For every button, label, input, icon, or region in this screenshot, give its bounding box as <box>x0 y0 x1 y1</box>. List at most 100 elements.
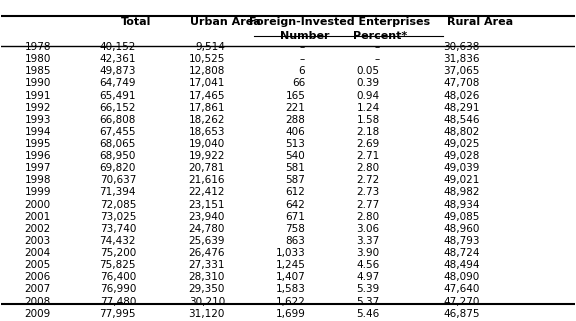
Text: 67,455: 67,455 <box>100 127 136 137</box>
Text: 1999: 1999 <box>24 187 51 197</box>
Text: Number: Number <box>281 30 330 40</box>
Text: Foreign-Invested Enterprises: Foreign-Invested Enterprises <box>249 17 430 27</box>
Text: 1,622: 1,622 <box>275 297 305 307</box>
Text: 6: 6 <box>298 66 305 76</box>
Text: 1991: 1991 <box>24 91 51 100</box>
Text: 76,400: 76,400 <box>100 272 136 282</box>
Text: Rural Area: Rural Area <box>447 17 513 27</box>
Text: 18,653: 18,653 <box>188 127 225 137</box>
Text: 2.73: 2.73 <box>357 187 380 197</box>
Text: 66: 66 <box>292 78 305 88</box>
Text: 73,740: 73,740 <box>100 224 136 234</box>
Text: 2009: 2009 <box>24 308 51 319</box>
Text: 1994: 1994 <box>24 127 51 137</box>
Text: 3.37: 3.37 <box>357 236 380 246</box>
Text: 1998: 1998 <box>24 175 51 185</box>
Text: Urban Area: Urban Area <box>190 17 260 27</box>
Text: 4.97: 4.97 <box>357 272 380 282</box>
Text: 3.90: 3.90 <box>357 248 380 258</box>
Text: 17,041: 17,041 <box>188 78 225 88</box>
Text: 671: 671 <box>285 212 305 222</box>
Text: 1,583: 1,583 <box>275 284 305 294</box>
Text: 31,836: 31,836 <box>444 54 480 64</box>
Text: 2000: 2000 <box>24 200 51 210</box>
Text: 406: 406 <box>286 127 305 137</box>
Text: 49,025: 49,025 <box>444 139 480 149</box>
Text: 642: 642 <box>285 200 305 210</box>
Text: 1985: 1985 <box>24 66 51 76</box>
Text: 0.39: 0.39 <box>357 78 380 88</box>
Text: 74,432: 74,432 <box>100 236 136 246</box>
Text: 17,465: 17,465 <box>188 91 225 100</box>
Text: 46,875: 46,875 <box>444 308 480 319</box>
Text: 48,546: 48,546 <box>444 115 480 125</box>
Text: 47,270: 47,270 <box>444 297 480 307</box>
Text: –: – <box>300 42 305 52</box>
Text: 64,749: 64,749 <box>100 78 136 88</box>
Text: 66,152: 66,152 <box>100 103 136 113</box>
Text: 30,210: 30,210 <box>189 297 225 307</box>
Text: 165: 165 <box>285 91 305 100</box>
Text: 48,960: 48,960 <box>444 224 480 234</box>
Text: 49,021: 49,021 <box>444 175 480 185</box>
Text: 2.18: 2.18 <box>357 127 380 137</box>
Text: 42,361: 42,361 <box>100 54 136 64</box>
Text: 4.56: 4.56 <box>357 260 380 270</box>
Text: 5.39: 5.39 <box>357 284 380 294</box>
Text: 1978: 1978 <box>24 42 51 52</box>
Text: 2001: 2001 <box>24 212 51 222</box>
Text: 22,412: 22,412 <box>188 187 225 197</box>
Text: 2.80: 2.80 <box>357 163 380 173</box>
Text: 48,802: 48,802 <box>444 127 480 137</box>
Text: 2005: 2005 <box>24 260 51 270</box>
Text: 28,310: 28,310 <box>188 272 225 282</box>
Text: 68,950: 68,950 <box>100 151 136 161</box>
Text: 48,724: 48,724 <box>444 248 480 258</box>
Text: 540: 540 <box>286 151 305 161</box>
Text: 2008: 2008 <box>24 297 51 307</box>
Text: 2003: 2003 <box>24 236 51 246</box>
Text: 75,825: 75,825 <box>100 260 136 270</box>
Text: 21,616: 21,616 <box>188 175 225 185</box>
Text: –: – <box>374 42 380 52</box>
Text: 49,028: 49,028 <box>444 151 480 161</box>
Text: 1990: 1990 <box>24 78 51 88</box>
Text: 1995: 1995 <box>24 139 51 149</box>
Text: 48,494: 48,494 <box>444 260 480 270</box>
Text: 71,394: 71,394 <box>100 187 136 197</box>
Text: 77,995: 77,995 <box>100 308 136 319</box>
Text: 49,039: 49,039 <box>444 163 480 173</box>
Text: 581: 581 <box>285 163 305 173</box>
Text: 72,085: 72,085 <box>100 200 136 210</box>
Text: 48,982: 48,982 <box>444 187 480 197</box>
Text: 2.80: 2.80 <box>357 212 380 222</box>
Text: 1996: 1996 <box>24 151 51 161</box>
Text: 68,065: 68,065 <box>100 139 136 149</box>
Text: 24,780: 24,780 <box>188 224 225 234</box>
Text: 48,934: 48,934 <box>444 200 480 210</box>
Text: 1,033: 1,033 <box>275 248 305 258</box>
Text: 49,873: 49,873 <box>100 66 136 76</box>
Text: 48,090: 48,090 <box>444 272 480 282</box>
Text: 1997: 1997 <box>24 163 51 173</box>
Text: 40,152: 40,152 <box>100 42 136 52</box>
Text: 758: 758 <box>285 224 305 234</box>
Text: 12,808: 12,808 <box>188 66 225 76</box>
Text: 0.94: 0.94 <box>357 91 380 100</box>
Text: 2002: 2002 <box>24 224 51 234</box>
Text: 66,808: 66,808 <box>100 115 136 125</box>
Text: 23,151: 23,151 <box>188 200 225 210</box>
Text: 612: 612 <box>285 187 305 197</box>
Text: 49,085: 49,085 <box>444 212 480 222</box>
Text: 30,638: 30,638 <box>444 42 480 52</box>
Text: 73,025: 73,025 <box>100 212 136 222</box>
Text: 2.72: 2.72 <box>357 175 380 185</box>
Text: 2006: 2006 <box>24 272 51 282</box>
Text: 1993: 1993 <box>24 115 51 125</box>
Text: Percent*: Percent* <box>353 30 407 40</box>
Text: 26,476: 26,476 <box>188 248 225 258</box>
Text: 77,480: 77,480 <box>100 297 136 307</box>
Text: 18,262: 18,262 <box>188 115 225 125</box>
Text: 2.69: 2.69 <box>357 139 380 149</box>
Text: 29,350: 29,350 <box>188 284 225 294</box>
